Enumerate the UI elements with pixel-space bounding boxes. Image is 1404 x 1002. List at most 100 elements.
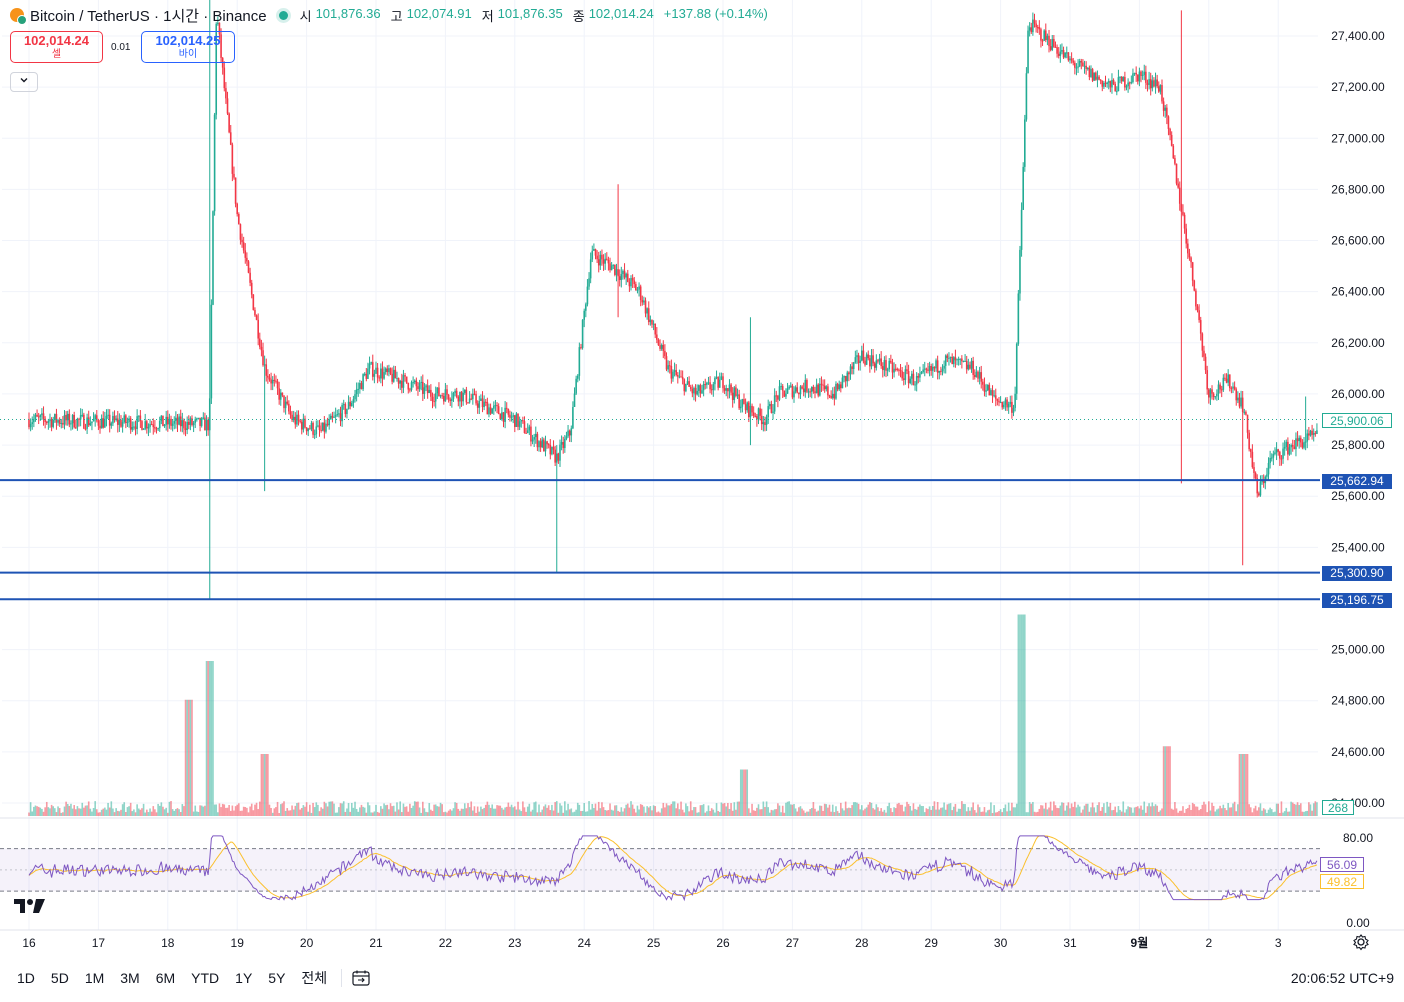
volume-bar [730,803,732,816]
volume-bar [712,809,715,816]
volume-bar [1214,811,1217,816]
volume-bar [202,806,205,816]
volume-bar [276,801,279,816]
volume-bar [1185,808,1188,816]
candle-body [493,405,495,409]
volume-bar [196,811,198,816]
candle-body [1070,58,1073,61]
buy-button[interactable]: 102,014.25 바이 [141,31,235,63]
candle-body [494,405,497,407]
volume-bar [639,804,642,816]
candle-body [1287,441,1289,455]
volume-bar [401,812,403,816]
volume-bar [772,810,774,816]
volume-bar [877,807,879,816]
sell-button[interactable]: 102,014.24 셀 [10,31,103,63]
range-1m-button[interactable]: 1M [84,970,105,986]
settings-gear-icon[interactable] [1352,933,1370,951]
candle-body [919,373,921,378]
volume-bar [991,812,994,816]
range-1y-button[interactable]: 1Y [235,970,253,986]
hline-price-tag-2[interactable]: 25,300.90 [1322,566,1392,581]
candle-body [935,360,937,369]
candle-body [689,386,692,389]
hline-price-tag-1[interactable]: 25,662.94 [1322,474,1392,489]
volume-bar [759,809,761,816]
volume-bar [588,801,590,816]
volume-bar [179,812,182,816]
volume-bar [1149,806,1152,816]
volume-bar [81,802,84,816]
candle-body [246,257,248,262]
volume-bar [1075,807,1078,816]
candle-body [678,376,681,378]
volume-bar [1007,802,1010,816]
time-axis-label: 21 [369,936,383,950]
volume-bar [501,807,503,816]
volume-bar [1085,803,1087,816]
price-axis-label: 27,400.00 [1331,29,1385,43]
range-1d-button[interactable]: 1D [17,970,35,986]
range-6m-button[interactable]: 6M [155,970,176,986]
candle-body [333,416,335,418]
range-ytd-button[interactable]: YTD [191,970,220,986]
candle-body [1114,83,1116,92]
candle-body [1222,377,1225,390]
candle-body [1214,396,1217,398]
candle-body [288,403,290,412]
volume-bar [1222,804,1225,816]
tradingview-logo[interactable] [14,897,46,920]
candle-body [607,259,610,264]
volume-bar [321,808,324,816]
candle-body [142,428,145,430]
volume-bar [589,809,592,816]
candle-body [1246,414,1249,433]
candle-body [312,422,314,435]
volume-bar [378,812,381,816]
volume-bar [791,804,794,816]
candle-body [717,377,719,388]
volume-bar [631,804,634,816]
price-axis-label: 25,000.00 [1331,643,1385,657]
volume-bar [702,804,705,816]
symbol-title[interactable]: Bitcoin / TetherUS · 1시간 · Binance [30,7,267,25]
collapse-legend-button[interactable] [10,72,38,92]
candle-body [360,383,363,390]
volume-bar [105,809,108,816]
volume-bar [207,661,209,816]
range-all-button[interactable]: 전체 [301,970,328,986]
volume-bar [286,808,289,816]
candle-body [801,386,803,389]
volume-bar [463,803,466,816]
volume-bar [1030,803,1033,816]
volume-bar [167,812,169,816]
range-3m-button[interactable]: 3M [120,970,140,986]
volume-bar [1088,811,1091,816]
volume-bar [710,808,713,816]
volume-bar [841,808,844,816]
candle-body [189,418,192,425]
volume-bar [610,809,613,816]
candle-body [320,429,322,431]
hline-price-tag-3[interactable]: 25,196.75 [1322,593,1392,608]
volume-bar [1038,808,1041,816]
goto-date-calendar-icon[interactable] [352,970,370,986]
candle-body [330,415,332,420]
range-5d-button[interactable]: 5D [50,970,69,986]
volume-bar [310,812,313,816]
candle-body [996,398,999,401]
volume-bar [452,808,455,816]
candle-body [212,211,214,305]
candle-body [940,370,942,372]
candle-body [1127,82,1129,87]
range-5y-button[interactable]: 5Y [268,970,286,986]
candle-body [249,272,251,283]
low-label: 저 [481,8,494,24]
utc-clock[interactable]: 20:06:52 UTC+9 [1290,970,1394,986]
volume-bar [94,801,96,816]
candle-body [1120,76,1123,82]
rsi-value-tag: 56.09 [1320,857,1364,872]
candle-body [1056,47,1058,54]
volume-bar [1180,810,1183,816]
